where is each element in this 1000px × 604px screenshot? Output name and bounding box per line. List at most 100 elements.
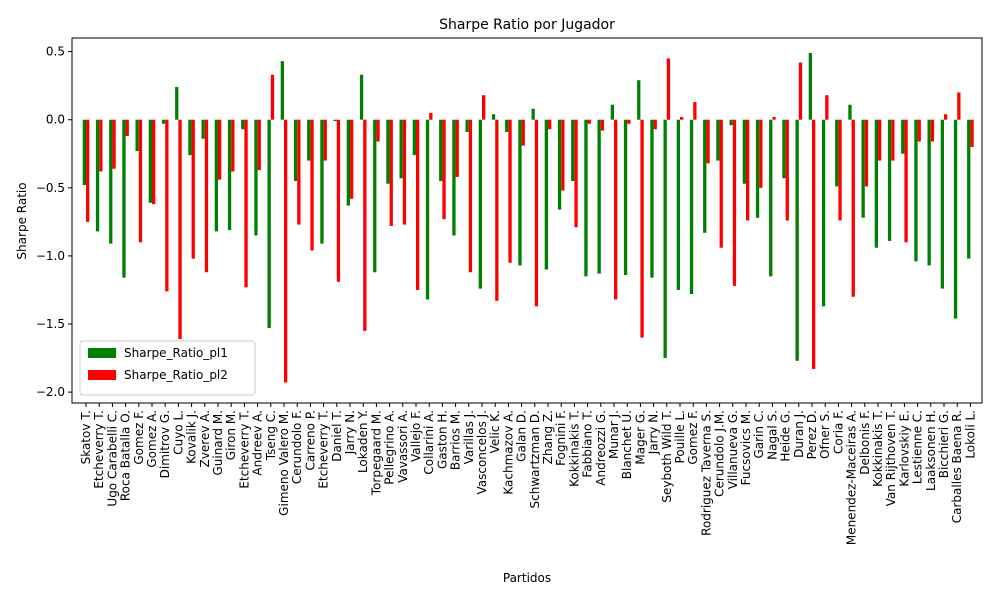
y-tick-label: −2.0	[36, 385, 65, 399]
bar	[795, 119, 799, 361]
y-tick-label: 0.5	[46, 45, 65, 59]
bar	[851, 119, 855, 297]
bar	[901, 119, 905, 154]
x-tick-label: Carballes Baena R.	[950, 410, 964, 523]
bar	[412, 119, 416, 156]
bar	[135, 119, 139, 152]
bar	[165, 119, 169, 292]
bar	[534, 119, 539, 307]
bar	[716, 119, 720, 161]
bar	[491, 114, 496, 120]
x-tick-label: Kachmazov A.	[501, 410, 515, 495]
bar	[350, 119, 354, 199]
bar	[399, 119, 403, 179]
bar	[571, 119, 575, 182]
bar	[653, 119, 657, 130]
x-tick-label: Van Rijthoven T.	[884, 410, 898, 506]
bar	[161, 119, 166, 124]
bar	[917, 119, 921, 142]
bar	[152, 119, 156, 205]
bar	[772, 116, 776, 120]
bar	[508, 119, 512, 263]
bar	[759, 119, 763, 188]
bar	[148, 119, 152, 203]
x-tick-label: Zhang Z.	[541, 410, 555, 464]
x-tick-label: Skatov T.	[79, 410, 93, 464]
bar	[293, 119, 298, 182]
bar	[310, 119, 314, 251]
bar	[416, 119, 420, 290]
x-tick-label: Cerundolo F.	[290, 410, 304, 484]
x-tick-label: Menendez-Maceiras A.	[845, 410, 859, 545]
legend-box	[79, 340, 256, 396]
x-axis-label: Partidos	[503, 571, 551, 585]
bar	[689, 119, 694, 295]
bar	[650, 119, 654, 278]
bar	[940, 119, 944, 289]
bar	[201, 119, 205, 139]
bar	[257, 119, 261, 171]
x-tick-label: Barrios M.	[449, 410, 463, 470]
x-tick-label: Carreno P.	[303, 410, 317, 470]
bar	[746, 119, 750, 221]
x-tick-label: Galan D.	[515, 410, 529, 462]
bar	[957, 92, 961, 120]
bar	[284, 119, 288, 383]
x-tick-label: Bicchieri G.	[937, 410, 951, 478]
bar	[874, 119, 878, 248]
bar	[953, 119, 958, 319]
bar	[241, 119, 245, 130]
bar	[887, 119, 892, 241]
bar	[640, 119, 644, 338]
x-tick-label: Vavassori A.	[396, 410, 410, 483]
bar	[891, 119, 895, 161]
bar	[82, 119, 86, 186]
x-tick-label: Laaksonen H.	[924, 410, 938, 491]
x-tick-label: Roca Batalla O.	[119, 410, 133, 501]
x-tick-label: Mager G.	[633, 410, 647, 465]
x-tick-label: Perez D.	[805, 410, 819, 459]
bar	[838, 119, 842, 221]
bar	[904, 119, 908, 243]
bar	[244, 119, 248, 288]
x-tick-label: Delbonis F.	[858, 410, 872, 475]
y-tick-label: −1.0	[36, 249, 65, 263]
x-tick-label: Pellegrino A.	[383, 410, 397, 485]
x-tick-label: Etcheverry T.	[92, 410, 106, 489]
bar	[666, 58, 671, 120]
bar	[231, 119, 235, 172]
bar	[465, 119, 469, 132]
x-tick-label: Schwartzman D.	[528, 410, 542, 508]
bar	[812, 119, 816, 369]
legend-label: Sharpe_Ratio_pl1	[124, 346, 228, 360]
x-tick-label: Jarry N.	[647, 410, 661, 455]
x-tick-label: Heide G.	[779, 410, 793, 462]
x-tick-label: Daniel T.	[330, 410, 344, 462]
bar	[864, 119, 869, 187]
bar	[452, 119, 456, 236]
plot-frame	[71, 37, 983, 404]
x-tick-label: Seyboth Wild T.	[660, 410, 674, 503]
bar	[732, 119, 737, 286]
bar	[386, 119, 390, 184]
x-tick-label: Lokoli L.	[963, 410, 977, 459]
x-tick-label: Etcheverry T.	[237, 410, 251, 489]
bar	[821, 119, 826, 307]
x-tick-label: Karlovskiy E.	[897, 410, 911, 487]
x-tick-label: Jarry N.	[343, 410, 357, 455]
x-tick-label: Gimeno Valero M.	[277, 410, 291, 516]
bar	[548, 119, 552, 130]
bar	[878, 119, 882, 161]
bar	[782, 119, 786, 179]
bar	[373, 119, 377, 273]
bar	[254, 119, 258, 236]
x-tick-label: Gomez F.	[686, 410, 700, 465]
bar	[468, 119, 473, 273]
bar	[109, 119, 113, 244]
x-tick-label: Fognini F.	[554, 410, 568, 466]
bar	[270, 74, 275, 120]
bar	[389, 119, 393, 226]
bar	[623, 119, 628, 275]
bar	[719, 119, 723, 248]
bar	[703, 119, 707, 233]
